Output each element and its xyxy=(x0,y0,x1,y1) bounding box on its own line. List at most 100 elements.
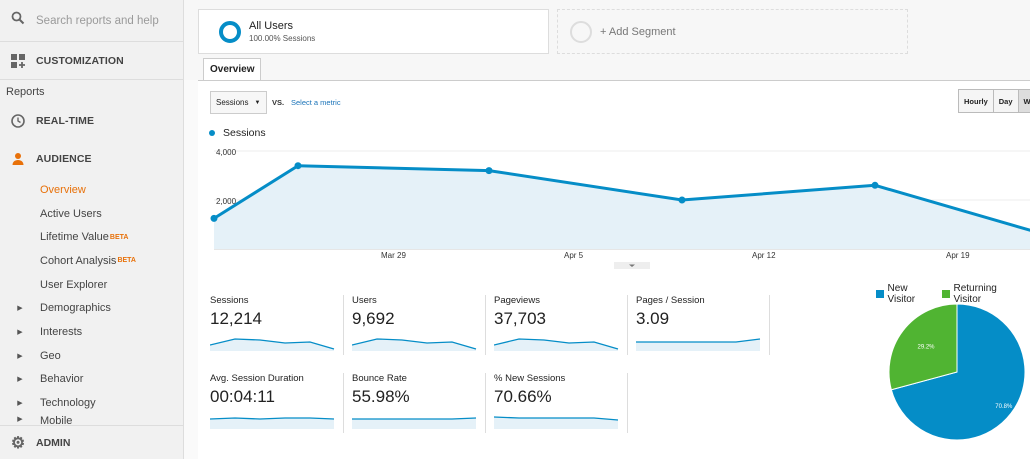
metric-dropdown-value: Sessions xyxy=(216,98,249,107)
sidebar-item-mobile[interactable]: ▶ Mobile xyxy=(0,415,183,425)
scorecard-new-sessions[interactable]: % New Sessions 70.66% xyxy=(494,373,628,433)
scorecard-pageviews[interactable]: Pageviews 37,703 xyxy=(494,295,628,355)
pie-slice-new-visitor[interactable] xyxy=(890,303,1026,441)
scorecard-pages-per-session[interactable]: Pages / Session 3.09 xyxy=(636,295,770,355)
sidebar-item-label: Mobile xyxy=(40,414,73,425)
divider xyxy=(627,295,628,355)
visitor-pie-chart: 70.8% 29.2% xyxy=(888,303,1026,441)
pie-label-returning-visitor: 29.2% xyxy=(918,344,936,350)
divider xyxy=(343,373,344,433)
day-button[interactable]: Day xyxy=(992,89,1019,113)
scorecard-sessions[interactable]: Sessions 12,214 xyxy=(210,295,344,355)
sidebar-item-realtime[interactable]: REAL-TIME xyxy=(0,102,183,140)
sidebar-item-label: Interests xyxy=(40,325,83,338)
segment-bar: All Users 100.00% Sessions + Add Segment xyxy=(184,0,1030,80)
metric-dropdown[interactable]: Sessions ▼ xyxy=(210,91,267,114)
select-metric-link[interactable]: Select a metric xyxy=(291,98,341,107)
sidebar-item-behavior[interactable]: ▶ Behavior xyxy=(0,368,183,392)
sidebar-item-label: REAL-TIME xyxy=(36,115,95,127)
segment-all-users[interactable]: All Users 100.00% Sessions xyxy=(198,9,549,54)
legend-dot xyxy=(209,130,215,136)
gear-icon: ⚙ xyxy=(10,434,26,452)
tab-overview[interactable]: Overview xyxy=(203,58,262,81)
segment-title: All Users xyxy=(249,20,294,32)
legend-swatch xyxy=(941,290,950,298)
data-point[interactable] xyxy=(210,214,218,222)
legend-item-new-visitor: New Visitor xyxy=(876,283,935,305)
sessions-area xyxy=(214,165,1030,249)
scorecard-label: % New Sessions xyxy=(494,373,566,384)
legend-swatch xyxy=(876,290,884,298)
scorecard-users[interactable]: Users 9,692 xyxy=(352,295,486,355)
sidebar-item-label: AUDIENCE xyxy=(36,153,92,165)
sidebar-item-user-explorer[interactable]: User Explorer xyxy=(0,273,183,297)
sidebar-item-admin[interactable]: ⚙ ADMIN xyxy=(0,425,183,459)
sidebar: CUSTOMIZATION Reports REAL-TIME AUDIENCE… xyxy=(0,0,184,459)
sidebar-item-active-users[interactable]: Active Users xyxy=(0,202,183,226)
beta-badge: BETA xyxy=(109,233,129,241)
search-input[interactable] xyxy=(36,14,176,27)
data-point[interactable] xyxy=(871,181,879,189)
scorecard-avg-session-duration[interactable]: Avg. Session Duration 00:04:11 xyxy=(210,373,344,433)
sparkline xyxy=(494,338,619,351)
pie-slice-returning-visitor[interactable] xyxy=(888,303,958,391)
sidebar-item-label: Cohort Analysis xyxy=(40,254,117,267)
week-button[interactable]: W xyxy=(1017,89,1030,113)
expand-arrow-icon: ▶ xyxy=(17,328,23,336)
divider xyxy=(769,295,770,355)
x-tick-label: Mar 29 xyxy=(381,251,406,260)
pie-label-new-visitor: 70.8% xyxy=(995,404,1013,410)
sessions-line xyxy=(213,164,1030,232)
search-bar xyxy=(0,0,183,42)
sparkline xyxy=(352,417,477,429)
data-point[interactable] xyxy=(678,196,686,204)
scorecard-bounce-rate[interactable]: Bounce Rate 55.98% xyxy=(352,373,486,433)
expand-arrow-icon: ▶ xyxy=(17,415,23,423)
scorecard-value: 70.66% xyxy=(494,387,552,406)
sidebar-item-customization[interactable]: CUSTOMIZATION xyxy=(0,42,183,80)
beta-badge: BETA xyxy=(117,257,136,265)
legend-item-returning-visitor: Returning Visitor xyxy=(941,283,1023,305)
legend-label: Sessions xyxy=(223,127,266,139)
scorecard-label: Users xyxy=(352,295,377,306)
legend-label: New Visitor xyxy=(887,283,916,305)
y-tick-label: 2,000 xyxy=(216,197,237,206)
sidebar-item-overview[interactable]: Overview xyxy=(0,178,183,202)
sidebar-item-technology[interactable]: ▶ Technology xyxy=(0,391,183,415)
sidebar-item-label: User Explorer xyxy=(40,278,108,291)
expand-arrow-icon: ▶ xyxy=(17,400,23,408)
sparkline xyxy=(636,338,761,351)
sidebar-item-label: Lifetime Value xyxy=(40,231,109,244)
segment-subtitle: 100.00% Sessions xyxy=(249,34,316,43)
person-icon xyxy=(0,152,36,166)
sparkline xyxy=(494,416,619,429)
sidebar-item-cohort-analysis[interactable]: Cohort Analysis BETA xyxy=(0,249,183,273)
scorecard-value: 3.09 xyxy=(636,309,670,328)
data-point[interactable] xyxy=(294,162,302,170)
expand-arrow-icon: ▶ xyxy=(17,352,23,360)
search-icon xyxy=(0,11,36,30)
scorecard-label: Pageviews xyxy=(494,295,540,306)
sidebar-item-lifetime-value[interactable]: Lifetime Value BETA xyxy=(0,225,183,249)
segment-ring-icon xyxy=(219,20,241,43)
sidebar-item-label: Overview xyxy=(40,183,86,196)
sidebar-item-interests[interactable]: ▶ Interests xyxy=(0,320,183,344)
hourly-button[interactable]: Hourly xyxy=(958,89,994,113)
scorecard-value: 55.98% xyxy=(352,387,410,406)
add-segment-button[interactable]: + Add Segment xyxy=(557,9,908,54)
sidebar-item-audience[interactable]: AUDIENCE xyxy=(0,140,183,178)
scorecard-value: 12,214 xyxy=(210,309,262,328)
sidebar-item-demographics[interactable]: ▶ Demographics xyxy=(0,296,183,320)
data-point[interactable] xyxy=(485,167,493,175)
scorecard-value: 00:04:11 xyxy=(210,387,275,406)
sparkline xyxy=(210,417,335,429)
reports-heading: Reports xyxy=(6,86,45,98)
sidebar-item-geo[interactable]: ▶ Geo xyxy=(0,344,183,368)
divider xyxy=(343,295,344,355)
pie-legend: New Visitor Returning Visitor xyxy=(876,283,1030,305)
line-chart-legend: Sessions xyxy=(209,127,266,139)
sidebar-item-label: Active Users xyxy=(40,207,102,220)
scorecard-label: Avg. Session Duration xyxy=(210,373,304,384)
scorecard-value: 37,703 xyxy=(494,309,546,328)
expand-arrow-icon: ▶ xyxy=(17,376,23,384)
